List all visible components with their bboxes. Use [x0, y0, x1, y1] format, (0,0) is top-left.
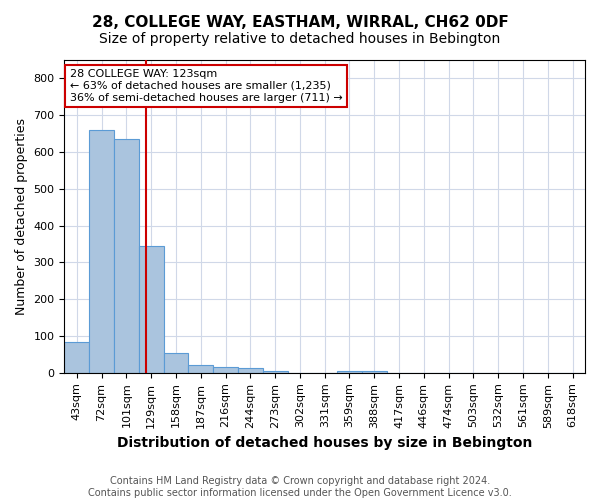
Bar — [362, 371, 386, 373]
Bar — [89, 130, 114, 373]
Bar — [64, 342, 89, 373]
Bar — [213, 368, 238, 373]
Y-axis label: Number of detached properties: Number of detached properties — [15, 118, 28, 315]
Bar — [164, 352, 188, 373]
Bar — [263, 371, 287, 373]
Text: Contains HM Land Registry data © Crown copyright and database right 2024.
Contai: Contains HM Land Registry data © Crown c… — [88, 476, 512, 498]
Text: 28, COLLEGE WAY, EASTHAM, WIRRAL, CH62 0DF: 28, COLLEGE WAY, EASTHAM, WIRRAL, CH62 0… — [92, 15, 508, 30]
Bar — [188, 366, 213, 373]
Text: Size of property relative to detached houses in Bebington: Size of property relative to detached ho… — [100, 32, 500, 46]
Bar — [139, 246, 164, 373]
X-axis label: Distribution of detached houses by size in Bebington: Distribution of detached houses by size … — [117, 436, 532, 450]
Bar — [337, 371, 362, 373]
Bar — [114, 139, 139, 373]
Text: 28 COLLEGE WAY: 123sqm
← 63% of detached houses are smaller (1,235)
36% of semi-: 28 COLLEGE WAY: 123sqm ← 63% of detached… — [70, 70, 343, 102]
Bar — [238, 368, 263, 373]
